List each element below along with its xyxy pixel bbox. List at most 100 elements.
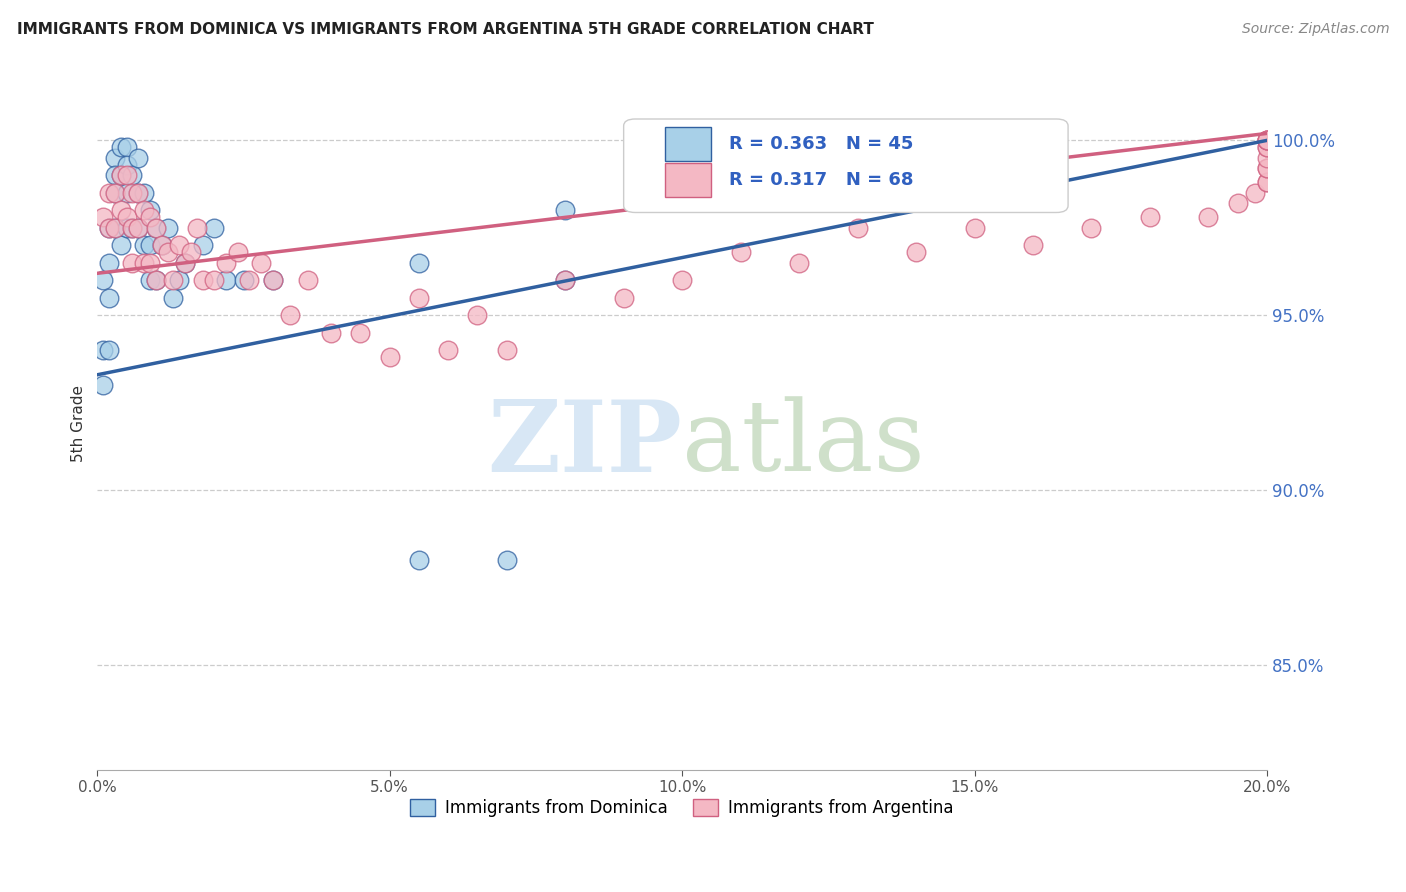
- Point: [145, 220, 167, 235]
- Point: [134, 256, 156, 270]
- Point: [613, 291, 636, 305]
- Text: R = 0.317   N = 68: R = 0.317 N = 68: [728, 171, 914, 189]
- Point: [215, 273, 238, 287]
- Point: [115, 158, 138, 172]
- Point: [278, 308, 301, 322]
- Point: [150, 238, 173, 252]
- FancyBboxPatch shape: [665, 128, 711, 161]
- Point: [115, 140, 138, 154]
- Point: [554, 273, 576, 287]
- Point: [408, 256, 430, 270]
- Text: R = 0.363   N = 45: R = 0.363 N = 45: [728, 135, 914, 153]
- Text: ZIP: ZIP: [488, 396, 682, 493]
- Point: [191, 273, 214, 287]
- Point: [91, 211, 114, 225]
- Point: [98, 186, 121, 200]
- Point: [1139, 211, 1161, 225]
- Point: [408, 291, 430, 305]
- Point: [1256, 175, 1278, 189]
- Point: [495, 343, 517, 358]
- Point: [127, 186, 149, 200]
- Point: [1256, 151, 1278, 165]
- Point: [134, 186, 156, 200]
- Point: [1080, 220, 1102, 235]
- Point: [963, 220, 986, 235]
- Point: [104, 186, 127, 200]
- Point: [250, 256, 273, 270]
- Point: [104, 151, 127, 165]
- Point: [1256, 175, 1278, 189]
- Point: [127, 151, 149, 165]
- Point: [121, 169, 143, 183]
- Point: [145, 273, 167, 287]
- Point: [321, 326, 343, 340]
- Point: [349, 326, 371, 340]
- Point: [1256, 133, 1278, 147]
- FancyBboxPatch shape: [665, 163, 711, 196]
- Point: [104, 220, 127, 235]
- Point: [91, 378, 114, 392]
- Point: [134, 203, 156, 218]
- Point: [127, 220, 149, 235]
- Point: [554, 203, 576, 218]
- Point: [167, 273, 190, 287]
- Point: [162, 291, 184, 305]
- Point: [1197, 211, 1219, 225]
- Point: [262, 273, 284, 287]
- Point: [232, 273, 254, 287]
- Point: [110, 203, 132, 218]
- Point: [408, 553, 430, 567]
- Point: [174, 256, 197, 270]
- Point: [139, 273, 162, 287]
- Point: [1226, 196, 1249, 211]
- Point: [156, 245, 179, 260]
- Point: [162, 273, 184, 287]
- Point: [104, 186, 127, 200]
- Text: IMMIGRANTS FROM DOMINICA VS IMMIGRANTS FROM ARGENTINA 5TH GRADE CORRELATION CHAR: IMMIGRANTS FROM DOMINICA VS IMMIGRANTS F…: [17, 22, 873, 37]
- Point: [1244, 186, 1267, 200]
- Point: [145, 220, 167, 235]
- Point: [115, 169, 138, 183]
- Point: [1256, 140, 1278, 154]
- Point: [1256, 161, 1278, 176]
- Point: [115, 186, 138, 200]
- Point: [150, 238, 173, 252]
- Point: [91, 343, 114, 358]
- Point: [121, 220, 143, 235]
- Point: [1256, 161, 1278, 176]
- Point: [110, 169, 132, 183]
- Point: [156, 220, 179, 235]
- Point: [121, 220, 143, 235]
- Point: [1256, 140, 1278, 154]
- Point: [98, 220, 121, 235]
- Point: [437, 343, 460, 358]
- Point: [467, 308, 489, 322]
- Point: [495, 553, 517, 567]
- Point: [1256, 133, 1278, 147]
- Point: [262, 273, 284, 287]
- Point: [238, 273, 260, 287]
- Point: [174, 256, 197, 270]
- Point: [1256, 133, 1278, 147]
- Point: [186, 220, 208, 235]
- Point: [91, 273, 114, 287]
- Y-axis label: 5th Grade: 5th Grade: [72, 385, 86, 462]
- Point: [145, 273, 167, 287]
- FancyBboxPatch shape: [624, 119, 1069, 212]
- Point: [139, 256, 162, 270]
- Point: [202, 273, 225, 287]
- Text: atlas: atlas: [682, 397, 925, 492]
- Point: [846, 220, 869, 235]
- Point: [139, 211, 162, 225]
- Point: [127, 186, 149, 200]
- Point: [104, 169, 127, 183]
- Point: [98, 291, 121, 305]
- Point: [121, 256, 143, 270]
- Point: [378, 351, 401, 365]
- Point: [110, 169, 132, 183]
- Point: [180, 245, 202, 260]
- Point: [139, 203, 162, 218]
- Point: [115, 220, 138, 235]
- Point: [1256, 133, 1278, 147]
- Point: [202, 220, 225, 235]
